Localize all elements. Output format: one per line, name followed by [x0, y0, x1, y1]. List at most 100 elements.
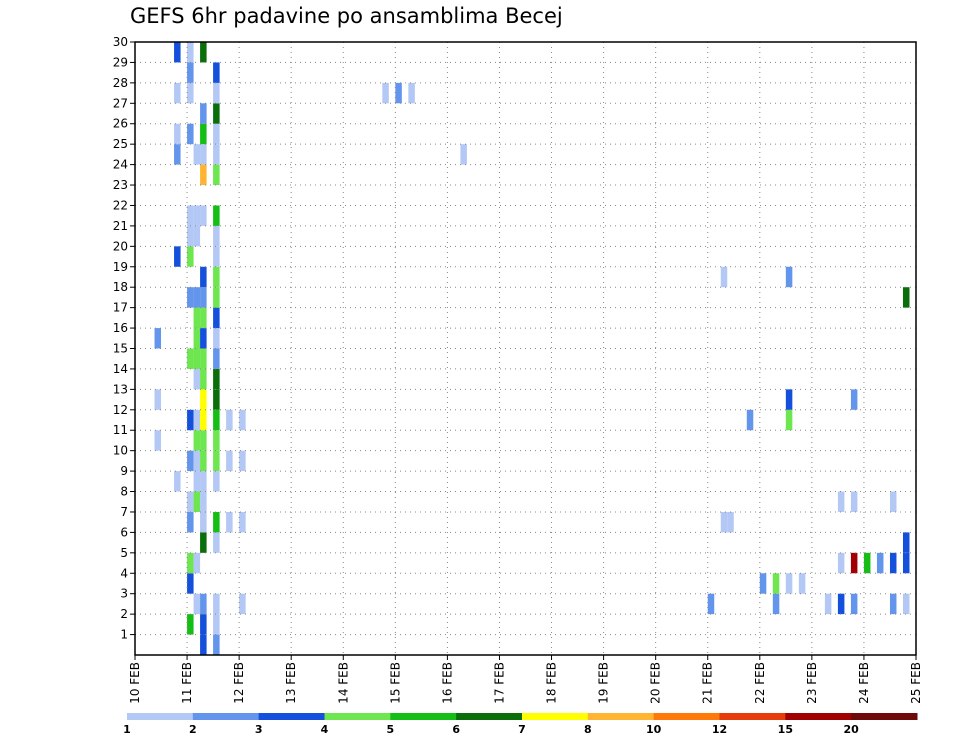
- heatmap-cell: [193, 307, 201, 329]
- heatmap-cell: [213, 328, 220, 349]
- heatmap-cell: [213, 123, 220, 145]
- colorbar-label: 3: [255, 723, 263, 736]
- y-tick-label: 28: [113, 76, 128, 90]
- y-tick-label: 26: [113, 117, 128, 131]
- heatmap-cell: [187, 246, 194, 267]
- heatmap-cell: [239, 450, 246, 472]
- heatmap-cell: [200, 409, 207, 431]
- heatmap-cell: [174, 471, 181, 492]
- heatmap-cell: [213, 368, 220, 390]
- heatmap-cell: [395, 82, 402, 104]
- chart-title: GEFS 6hr padavine po ansamblima Becej: [130, 4, 563, 28]
- y-tick-label: 14: [113, 362, 128, 376]
- y-tick-label: 8: [120, 485, 128, 499]
- colorbar-label: 8: [584, 723, 592, 736]
- heatmap-cell: [193, 368, 201, 390]
- y-tick-label: 24: [113, 158, 128, 172]
- heatmap-cell: [187, 205, 194, 226]
- heatmap-cell: [785, 409, 793, 431]
- heatmap-cell: [154, 389, 162, 410]
- x-tick-label: 23 FEB: [805, 662, 819, 704]
- y-tick-label: 3: [120, 587, 128, 601]
- heatmap-cell: [213, 205, 220, 226]
- heatmap-cell: [213, 246, 220, 267]
- heatmap-cell: [213, 389, 220, 410]
- heatmap-cell: [200, 287, 207, 308]
- colorbar-label: 2: [189, 723, 197, 736]
- colorbar-label: 12: [712, 723, 727, 736]
- heatmap-cell: [213, 593, 220, 615]
- x-tick-label: 16 FEB: [440, 662, 454, 704]
- heatmap-cell: [213, 634, 220, 655]
- grid-lines: [134, 41, 917, 655]
- heatmap-cell: [193, 593, 201, 615]
- heatmap-cell: [850, 389, 858, 410]
- colorbar-swatch: [851, 713, 918, 720]
- y-tick-label: 30: [113, 35, 128, 49]
- heatmap-cell: [213, 164, 220, 186]
- heatmap-cell: [226, 511, 233, 533]
- y-tick-label: 21: [113, 219, 128, 233]
- heatmap-cell: [213, 103, 220, 124]
- heatmap-cell: [193, 450, 201, 472]
- heatmap-cell: [200, 368, 207, 390]
- colorbar-swatch: [127, 713, 194, 720]
- heatmap-cell: [187, 82, 194, 104]
- heatmap-cell: [798, 573, 806, 594]
- heatmap-cell: [187, 225, 194, 247]
- heatmap-cell: [837, 491, 845, 512]
- heatmap-cell: [193, 430, 201, 451]
- heatmap-cell: [193, 205, 201, 226]
- x-tick-label: 25 FEB: [909, 662, 923, 704]
- heatmap-cell: [876, 552, 884, 574]
- heatmap-cell: [200, 634, 207, 655]
- colorbar-swatch: [456, 713, 523, 720]
- heatmap-cell: [200, 389, 207, 410]
- heatmap-cell: [850, 491, 858, 512]
- y-tick-label: 23: [113, 178, 128, 192]
- colorbar-label: 5: [387, 723, 395, 736]
- heatmap-cell: [174, 82, 181, 104]
- heatmap-cell: [759, 573, 767, 594]
- heatmap-cell: [239, 511, 246, 533]
- heatmap-cell: [902, 532, 910, 553]
- colorbar-label: 20: [844, 723, 860, 736]
- heatmap-cell: [213, 532, 220, 553]
- y-tick-label: 16: [113, 321, 128, 335]
- heatmap-cell: [720, 266, 728, 288]
- y-tick-label: 4: [120, 566, 128, 580]
- heatmap-cell: [200, 266, 207, 288]
- heatmap-cell: [727, 511, 734, 533]
- heatmap-cell: [154, 430, 162, 451]
- colorbar-label: 10: [646, 723, 662, 736]
- x-tick-label: 18 FEB: [545, 662, 559, 704]
- heatmap-cell: [226, 409, 233, 431]
- heatmap-cell: [226, 450, 233, 472]
- heatmap-cell: [193, 552, 201, 574]
- heatmap-cell: [213, 430, 220, 451]
- y-tick-label: 29: [113, 55, 128, 69]
- heatmap-cell: [213, 471, 220, 492]
- heatmap-cell: [772, 593, 780, 615]
- heatmap-cell: [707, 593, 715, 615]
- y-tick-label: 11: [113, 423, 128, 437]
- x-tick-label: 13 FEB: [284, 662, 298, 704]
- y-tick-label: 18: [113, 280, 128, 294]
- heatmap-cell: [200, 593, 207, 615]
- heatmap-cell: [187, 491, 194, 512]
- heatmap-cell: [382, 82, 389, 104]
- y-tick-label: 13: [113, 382, 128, 396]
- heatmap-cell: [213, 307, 220, 329]
- colorbar-label: 1: [123, 723, 131, 736]
- heatmap-cell: [187, 409, 194, 431]
- colorbar-swatch: [258, 713, 325, 720]
- heatmap-cell: [200, 348, 207, 369]
- x-tick-label: 11 FEB: [180, 662, 194, 704]
- colorbar-swatch: [719, 713, 786, 720]
- heatmap-cell: [200, 511, 207, 533]
- x-tick-label: 12 FEB: [232, 662, 246, 704]
- heatmap-cell: [200, 532, 207, 553]
- heatmap-cell: [772, 573, 780, 594]
- heatmap-cell: [213, 511, 220, 533]
